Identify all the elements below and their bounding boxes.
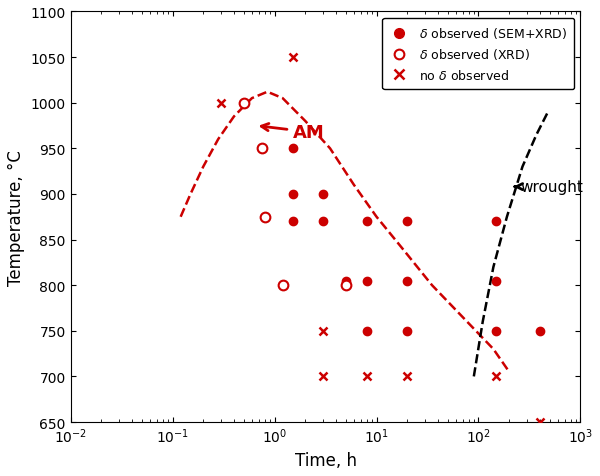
- Text: AM: AM: [262, 124, 324, 141]
- Legend: $\delta$ observed (SEM+XRD), $\delta$ observed (XRD), no $\delta$ observed: $\delta$ observed (SEM+XRD), $\delta$ ob…: [382, 19, 574, 90]
- X-axis label: Time, h: Time, h: [295, 451, 356, 469]
- Text: wrought: wrought: [515, 180, 584, 195]
- Y-axis label: Temperature, °C: Temperature, °C: [7, 149, 25, 285]
